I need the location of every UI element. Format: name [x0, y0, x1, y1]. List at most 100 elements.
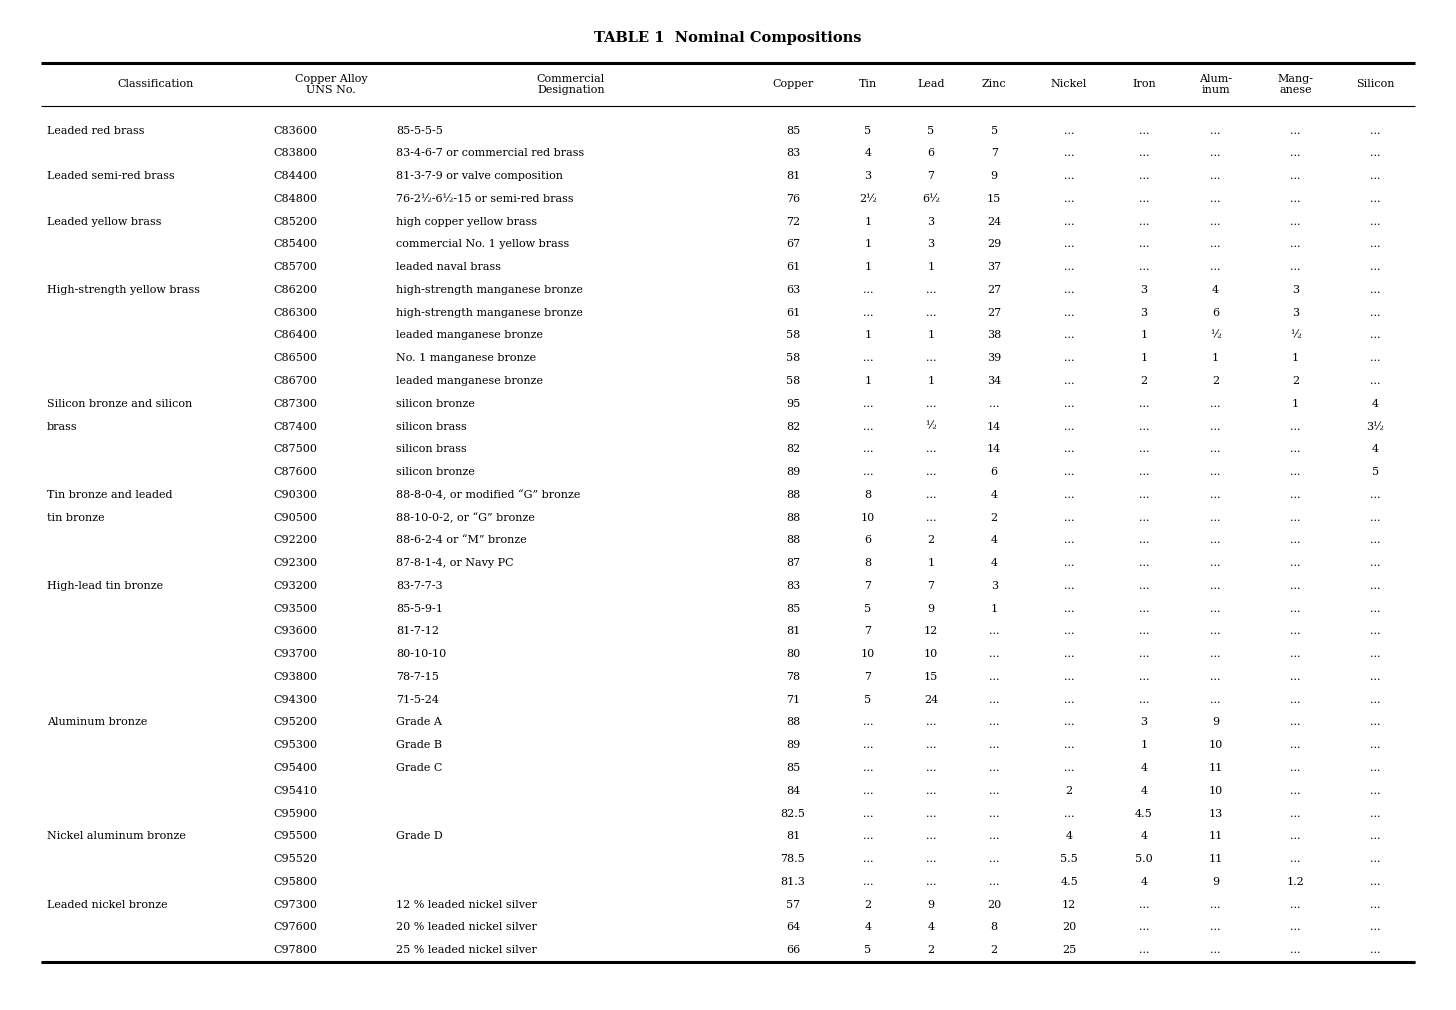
Text: ...: ...	[1370, 376, 1380, 386]
Text: 89: 89	[786, 740, 799, 750]
Text: 61: 61	[786, 308, 799, 318]
Text: silicon brass: silicon brass	[396, 421, 467, 431]
Text: 14: 14	[987, 421, 1002, 431]
Text: ...: ...	[1370, 604, 1380, 614]
Text: ...: ...	[1210, 467, 1220, 477]
Text: ...: ...	[1139, 125, 1149, 135]
Text: 1: 1	[1291, 399, 1299, 409]
Text: 5: 5	[1372, 467, 1379, 477]
Text: 1: 1	[990, 604, 997, 614]
Text: 7: 7	[865, 672, 871, 682]
Text: ...: ...	[1290, 444, 1300, 454]
Text: ...: ...	[1290, 672, 1300, 682]
Text: ...: ...	[1290, 786, 1300, 796]
Text: ...: ...	[1370, 148, 1380, 159]
Text: 2: 2	[927, 535, 935, 545]
Text: ...: ...	[989, 740, 999, 750]
Text: 82: 82	[786, 444, 799, 454]
Text: 3: 3	[990, 581, 997, 591]
Text: 58: 58	[786, 330, 799, 340]
Text: 78: 78	[786, 672, 799, 682]
Text: 1: 1	[865, 216, 871, 226]
Text: 82: 82	[786, 421, 799, 431]
Text: Mang-
anese: Mang- anese	[1277, 74, 1313, 95]
Text: ...: ...	[1290, 854, 1300, 865]
Text: ...: ...	[926, 740, 936, 750]
Text: ...: ...	[1370, 285, 1380, 295]
Text: ...: ...	[1210, 626, 1220, 636]
Text: 1: 1	[1140, 330, 1147, 340]
Text: Tin bronze and leaded: Tin bronze and leaded	[47, 490, 172, 500]
Text: 1: 1	[927, 376, 935, 386]
Text: ...: ...	[862, 809, 874, 818]
Text: 5: 5	[865, 125, 871, 135]
Text: ...: ...	[1210, 399, 1220, 409]
Text: 64: 64	[786, 922, 799, 932]
Text: ...: ...	[989, 626, 999, 636]
Text: 11: 11	[1208, 831, 1223, 841]
Text: 2½: 2½	[859, 194, 877, 204]
Text: 14: 14	[987, 444, 1002, 454]
Text: 6: 6	[1211, 308, 1219, 318]
Text: ...: ...	[1210, 604, 1220, 614]
Text: ...: ...	[1064, 581, 1075, 591]
Text: silicon brass: silicon brass	[396, 444, 467, 454]
Text: Copper Alloy
UNS No.: Copper Alloy UNS No.	[294, 74, 367, 95]
Text: ...: ...	[1290, 467, 1300, 477]
Text: Aluminum bronze: Aluminum bronze	[47, 717, 147, 727]
Text: 9: 9	[1211, 877, 1219, 887]
Text: 1: 1	[865, 376, 871, 386]
Text: 9: 9	[1211, 717, 1219, 727]
Text: 27: 27	[987, 308, 1002, 318]
Text: ...: ...	[1139, 672, 1149, 682]
Text: No. 1 manganese bronze: No. 1 manganese bronze	[396, 354, 536, 364]
Text: 11: 11	[1208, 763, 1223, 773]
Text: 4: 4	[865, 922, 871, 932]
Text: 3: 3	[1140, 308, 1147, 318]
Text: 80: 80	[786, 649, 799, 660]
Text: ...: ...	[926, 831, 936, 841]
Text: C86300: C86300	[274, 308, 317, 318]
Text: C90300: C90300	[274, 490, 317, 500]
Text: silicon bronze: silicon bronze	[396, 399, 475, 409]
Text: ...: ...	[1064, 740, 1075, 750]
Text: 81: 81	[786, 831, 799, 841]
Text: 1.2: 1.2	[1287, 877, 1305, 887]
Text: ...: ...	[1370, 922, 1380, 932]
Text: 4.5: 4.5	[1060, 877, 1077, 887]
Text: ...: ...	[1370, 354, 1380, 364]
Text: ...: ...	[1290, 148, 1300, 159]
Text: 4: 4	[1140, 877, 1147, 887]
Text: ...: ...	[926, 877, 936, 887]
Text: ...: ...	[1370, 330, 1380, 340]
Text: 10: 10	[1208, 740, 1223, 750]
Text: ...: ...	[1370, 263, 1380, 272]
Text: ...: ...	[1064, 626, 1075, 636]
Text: ...: ...	[1370, 559, 1380, 568]
Text: ...: ...	[1370, 125, 1380, 135]
Text: ...: ...	[926, 786, 936, 796]
Text: 3: 3	[1140, 285, 1147, 295]
Text: ...: ...	[1290, 740, 1300, 750]
Text: ...: ...	[1064, 194, 1075, 204]
Text: C95520: C95520	[274, 854, 317, 865]
Text: ...: ...	[989, 672, 999, 682]
Text: Leaded semi-red brass: Leaded semi-red brass	[47, 171, 175, 181]
Text: C87300: C87300	[274, 399, 317, 409]
Text: 12: 12	[925, 626, 938, 636]
Text: C84800: C84800	[274, 194, 317, 204]
Text: ...: ...	[1139, 148, 1149, 159]
Text: ...: ...	[1290, 695, 1300, 705]
Text: 10: 10	[860, 513, 875, 522]
Text: 4: 4	[1140, 786, 1147, 796]
Text: ...: ...	[1290, 763, 1300, 773]
Text: 25 % leaded nickel silver: 25 % leaded nickel silver	[396, 945, 537, 955]
Text: 85: 85	[786, 604, 799, 614]
Text: ...: ...	[926, 444, 936, 454]
Text: ...: ...	[1370, 786, 1380, 796]
Text: 24: 24	[925, 695, 938, 705]
Text: ...: ...	[1370, 308, 1380, 318]
Text: ...: ...	[1064, 604, 1075, 614]
Text: ...: ...	[1370, 831, 1380, 841]
Text: 8: 8	[990, 922, 997, 932]
